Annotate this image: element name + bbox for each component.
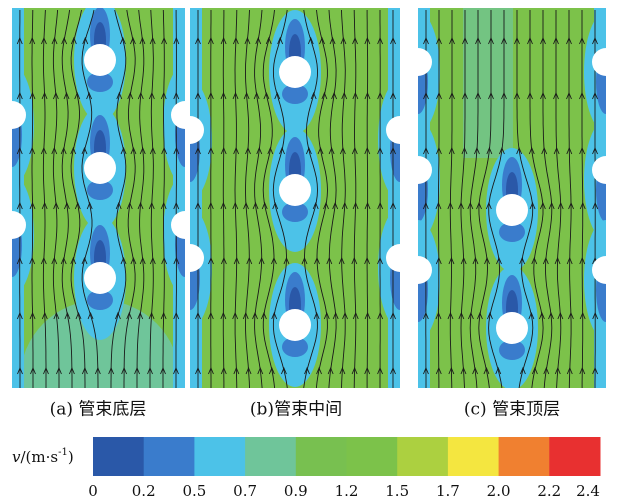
tube [386,116,414,144]
colorbar-swatch [194,437,245,476]
colorbar-swatch [93,437,144,476]
panel-caption: (c) 管束顶层 [464,400,560,420]
panel-caption: (b)管束中间 [250,400,342,420]
figure: (a) 管束底层 (b)管束中间 (c) 管束顶层 v/(m·s-1) 0 0.2… [0,0,618,503]
colorbar-tick-label: 0 [88,482,98,500]
tube [496,194,528,226]
colorbar-tick-label: 0.7 [233,482,257,500]
contour-panels [0,0,618,460]
colorbar-tick-label: 1.2 [335,482,359,500]
tube [84,44,116,76]
colorbar-tick-label: 0.5 [182,482,206,500]
colorbar: 0 0.2 0.5 0.7 0.9 1.2 1.5 1.7 2.0 2.2 2.4 [88,437,600,500]
colorbar-label: v/(m·s-1) [12,447,74,467]
contour-panel [396,8,618,390]
tube [279,56,311,88]
page: {"panels": [{"caption": "(a) 管束底层"}, {"c… [0,0,618,503]
tube [404,48,432,76]
unit-exponent: -1 [58,447,68,458]
colorbar-tick-label: 2.2 [537,482,561,500]
colorbar-swatch [397,437,448,476]
colorbar-tick-label: 0.2 [132,482,156,500]
unit-end: ) [68,448,74,466]
unit: /(m·s [20,448,58,466]
tube [386,244,414,272]
tube [404,256,432,284]
colorbar-tick-label: 0.9 [284,482,308,500]
colorbar-swatch [144,437,195,476]
tube [404,156,432,184]
tube [279,174,311,206]
tube [84,262,116,294]
contour-panel [0,0,207,460]
contour-panel [168,8,422,388]
tube [279,309,311,341]
colorbar-swatch [347,437,398,476]
colorbar-swatch [296,437,347,476]
panel-caption: (a) 管束底层 [50,400,147,420]
contour-region [463,8,513,158]
colorbar-swatch [245,437,296,476]
colorbar-swatch [448,437,499,476]
colorbar-tick-label: 2.0 [487,482,511,500]
streamline [367,10,368,388]
colorbar-tick-label: 1.5 [385,482,409,500]
colorbar-tick-label: 1.7 [436,482,460,500]
tube [496,312,528,344]
colorbar-tick-label: 2.4 [576,482,600,500]
colorbar-swatch [549,437,600,476]
tube [84,152,116,184]
colorbar-swatch [499,437,550,476]
